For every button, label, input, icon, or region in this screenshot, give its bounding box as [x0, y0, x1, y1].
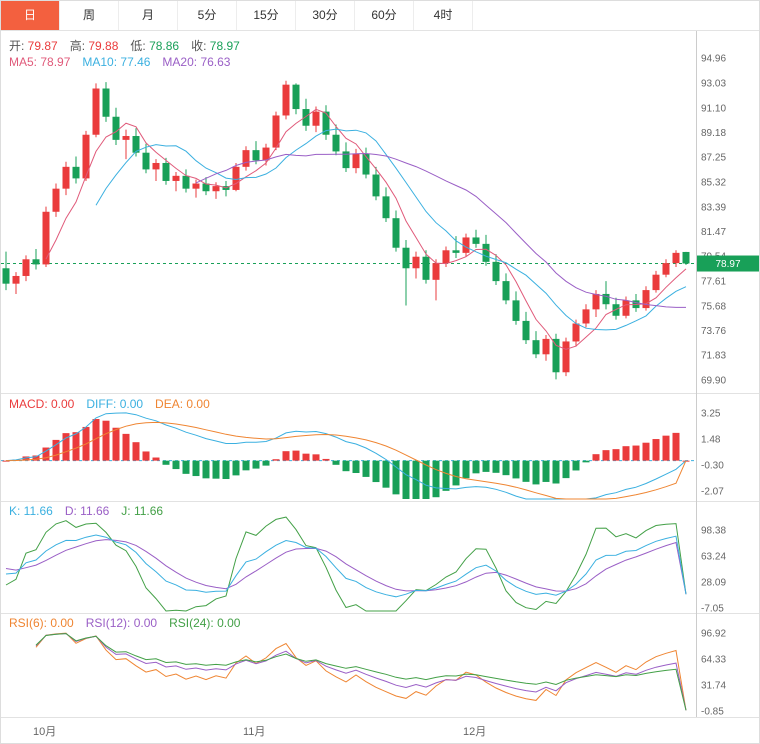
- macd-panel[interactable]: 3.25 1.48 -0.30 -2.07: [1, 394, 760, 501]
- macd-header: MACD: 0.00 DIFF: 0.00 DEA: 0.00: [9, 397, 222, 411]
- ohlc-header: 开: 79.87 高: 79.88 低: 78.86 收: 78.97: [9, 37, 252, 54]
- svg-text:-7.05: -7.05: [701, 604, 724, 613]
- kdj-header: K: 11.66 D: 11.66 J: 11.66: [9, 504, 175, 518]
- svg-text:85.32: 85.32: [701, 177, 726, 188]
- period-toolbar: 日周月 5分 15分 30分 60分 4时: [1, 1, 759, 31]
- j-reading: J: 11.66: [121, 504, 164, 518]
- ma10-reading: MA10: 77.46: [82, 55, 151, 69]
- panel-separator: [1, 613, 759, 614]
- svg-text:73.76: 73.76: [701, 326, 726, 337]
- svg-text:3.25: 3.25: [701, 409, 721, 420]
- panel-separator: [1, 717, 759, 718]
- dea-reading: DEA: 0.00: [155, 397, 210, 411]
- macd-reading: MACD: 0.00: [9, 397, 75, 411]
- svg-text:87.25: 87.25: [701, 153, 726, 164]
- d-reading: D: 11.66: [64, 504, 110, 518]
- diff-reading: DIFF: 0.00: [86, 397, 144, 411]
- svg-text:93.03: 93.03: [701, 78, 726, 89]
- panel-separator: [1, 501, 759, 502]
- k-reading: K: 11.66: [9, 504, 53, 518]
- svg-text:63.24: 63.24: [701, 552, 726, 563]
- close-reading: 收: 78.97: [191, 39, 240, 53]
- svg-text:1.48: 1.48: [701, 434, 721, 445]
- candlestick-panel[interactable]: 94.96 93.03 91.10 89.18 87.25 85.32 83.39 81.47…: [1, 31, 760, 394]
- high-reading: 高: 79.88: [69, 39, 119, 53]
- tab-30分[interactable]: 30分: [296, 1, 355, 30]
- svg-text:-0.30: -0.30: [701, 461, 724, 472]
- svg-text:77.61: 77.61: [701, 276, 726, 287]
- x-axis-label-10月: 10月: [33, 726, 57, 738]
- svg-text:81.47: 81.47: [701, 227, 726, 238]
- svg-text:75.68: 75.68: [701, 301, 726, 312]
- tab-周[interactable]: 周: [60, 1, 119, 30]
- svg-text:89.18: 89.18: [701, 128, 726, 139]
- svg-text:98.38: 98.38: [701, 526, 726, 537]
- low-reading: 低: 78.86: [130, 39, 180, 53]
- tab-60分[interactable]: 60分: [355, 1, 414, 30]
- svg-text:71.83: 71.83: [701, 351, 726, 362]
- svg-text:-2.07: -2.07: [701, 486, 724, 497]
- ma20-reading: MA20: 76.63: [162, 55, 231, 69]
- rsi12-reading: RSI(12): 0.00: [85, 616, 158, 630]
- panel-separator: [1, 393, 759, 394]
- rsi-panel[interactable]: 96.92 64.33 31.74 -0.85: [1, 613, 760, 717]
- x-axis: 10月 11月 12月: [1, 717, 759, 743]
- svg-text:28.09: 28.09: [701, 578, 726, 589]
- ma5-reading: MA5: 78.97: [9, 55, 71, 69]
- svg-text:-0.85: -0.85: [701, 707, 724, 717]
- tab-4时[interactable]: 4时: [414, 1, 473, 30]
- svg-text:69.90: 69.90: [701, 375, 726, 386]
- svg-text:83.39: 83.39: [701, 202, 726, 213]
- tab-日[interactable]: 日: [1, 1, 60, 30]
- x-axis-label-12月: 12月: [463, 726, 487, 738]
- rsi24-reading: RSI(24): 0.00: [169, 616, 241, 630]
- x-axis-label-11月: 11月: [243, 726, 266, 738]
- svg-text:31.74: 31.74: [701, 681, 726, 692]
- ma-header: MA5: 78.97 MA10: 77.46 MA20: 76.63: [9, 55, 242, 69]
- tab-月[interactable]: 月: [119, 1, 178, 30]
- y-axis-line: [696, 31, 697, 717]
- svg-text:94.96: 94.96: [701, 54, 726, 65]
- rsi-header: RSI(6): 0.00 RSI(12): 0.00 RSI(24): 0.00: [9, 616, 252, 630]
- open-reading: 开: 79.87: [9, 39, 58, 53]
- svg-text:96.92: 96.92: [701, 629, 726, 640]
- tab-15分[interactable]: 15分: [237, 1, 296, 30]
- current-price-tag: 78.97: [715, 259, 740, 270]
- tab-5分[interactable]: 5分: [178, 1, 237, 30]
- svg-text:64.33: 64.33: [701, 655, 726, 666]
- rsi6-reading: RSI(6): 0.00: [9, 616, 74, 630]
- kdj-panel[interactable]: 98.38 63.24 28.09 -7.05: [1, 501, 760, 613]
- svg-text:91.10: 91.10: [701, 103, 726, 114]
